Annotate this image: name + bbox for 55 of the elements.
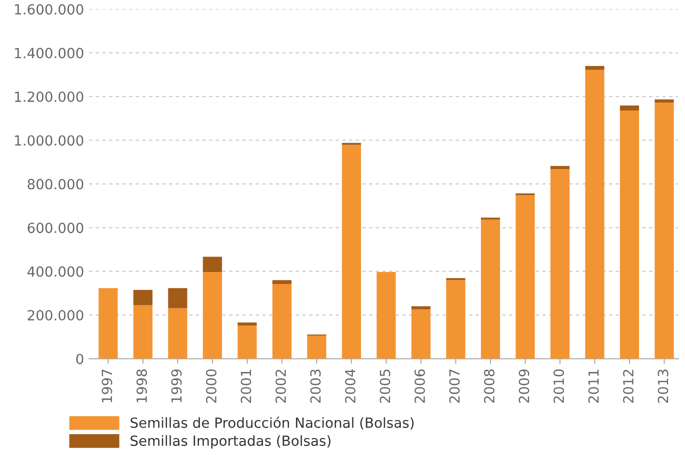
x-tick-label: 2007 [449, 370, 460, 403]
y-tick-label: 1.000.000 [15, 135, 84, 146]
x-tick-label: 2003 [310, 370, 321, 403]
x-tick-label: 2000 [206, 369, 216, 403]
bar [272, 280, 292, 284]
bar [133, 290, 152, 306]
bar [168, 288, 188, 308]
x-tick-label: 2008 [484, 369, 494, 403]
y-tick-label: 800.000 [28, 178, 84, 190]
x-tick-label: 2004 [344, 369, 356, 403]
bar [550, 169, 570, 359]
bar [654, 99, 674, 102]
y-tick-label: 600.000 [28, 222, 84, 234]
bar [98, 288, 118, 359]
bar [272, 284, 292, 359]
legend-label: Semillas Importadas (Bolsas) [130, 435, 330, 449]
y-tick-label: 1.600.000 [15, 4, 84, 15]
x-tick-label: 2010 [554, 369, 564, 403]
bar [654, 102, 674, 359]
bar [202, 272, 222, 359]
x-tick-label: 1998 [136, 369, 147, 402]
bar [620, 106, 640, 111]
bar [411, 309, 431, 359]
bar [480, 220, 500, 359]
x-tick-label: 2013 [658, 370, 668, 403]
x-tick-label: 2002 [275, 370, 286, 403]
bar [238, 322, 257, 326]
bar [342, 144, 362, 359]
bar [446, 280, 466, 359]
bar [585, 66, 604, 70]
bar [550, 166, 570, 170]
x-tick-label: 2001 [240, 370, 252, 403]
x-tick-label: 2005 [380, 370, 390, 403]
bar [376, 272, 396, 359]
x-tick-label: 2011 [588, 370, 599, 403]
legend-label: Semillas de Producción Nacional (Bolsas) [130, 416, 414, 430]
y-tick-label: 1.400.000 [15, 48, 84, 58]
bar [202, 256, 222, 272]
y-tick-label: 1.200.000 [15, 92, 84, 102]
bar [620, 110, 640, 359]
y-tick-label: 200.000 [28, 310, 84, 321]
y-tick-label: 400.000 [27, 266, 84, 277]
x-tick-label: 2009 [518, 369, 530, 403]
bar [585, 70, 604, 359]
bar [411, 306, 431, 310]
bar [307, 336, 326, 359]
x-tick-label: 1997 [102, 370, 112, 402]
bar [133, 305, 152, 359]
x-tick-label: 2012 [623, 370, 634, 403]
x-tick-label: 2006 [414, 369, 425, 403]
bar [516, 195, 535, 359]
bar [238, 326, 257, 359]
bar [168, 308, 188, 359]
y-tick-label: 0 [76, 354, 84, 364]
x-tick-label: 1999 [171, 369, 182, 402]
